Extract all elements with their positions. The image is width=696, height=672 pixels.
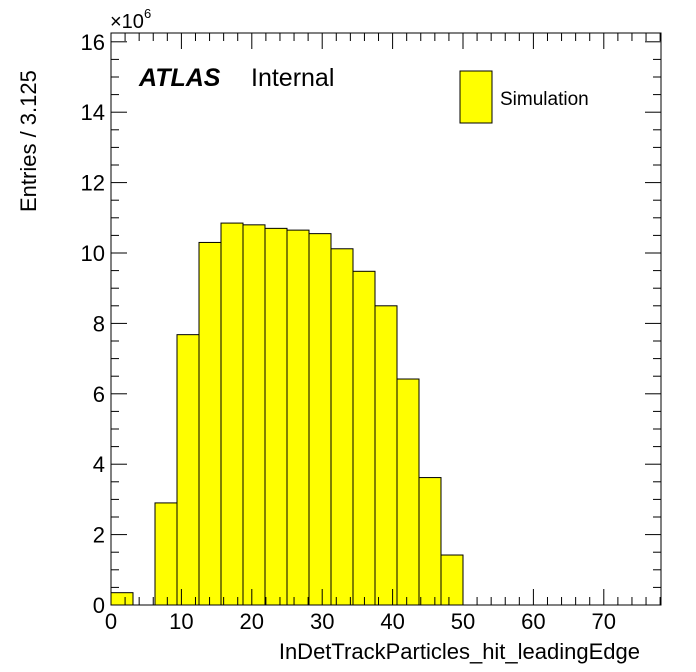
- y-tick-label: 14: [81, 100, 105, 125]
- histogram-bar: [374, 305, 398, 606]
- histogram-bar: [110, 592, 134, 606]
- histogram-bar: [154, 502, 178, 606]
- histogram-bar: [264, 227, 288, 606]
- y-tick-label: 10: [81, 241, 105, 266]
- y-tick-label: 2: [93, 523, 105, 548]
- x-tick-labels: 0 10 20 30 40 50 60 70: [105, 609, 616, 634]
- histogram-bar: [198, 241, 222, 606]
- y-tick-label: 12: [81, 171, 105, 196]
- histogram-bar: [352, 270, 376, 606]
- histogram-bars: [110, 222, 464, 606]
- histogram-bar: [220, 222, 244, 606]
- histogram-bar: [396, 378, 420, 606]
- y-tick-label: 8: [93, 311, 105, 336]
- x-tick-label: 30: [310, 609, 334, 634]
- internal-label: Internal: [251, 64, 334, 92]
- legend-swatch: [459, 70, 493, 124]
- atlas-label: ATLAS: [138, 64, 221, 92]
- histogram-bar: [242, 224, 266, 606]
- x-axis-ticks: [110, 33, 661, 605]
- histogram-bar: [308, 233, 332, 606]
- x-tick-label: 60: [521, 609, 545, 634]
- x-tick-label: 50: [451, 609, 475, 634]
- histogram-bar: [286, 229, 310, 606]
- legend-label: Simulation: [500, 89, 589, 110]
- x-tick-label: 0: [105, 609, 117, 634]
- x-tick-label: 20: [240, 609, 264, 634]
- y-axis-label: Entries / 3.125: [16, 70, 41, 212]
- y-tick-label: 0: [93, 593, 105, 618]
- histogram-bar: [418, 477, 442, 606]
- x-tick-label: 70: [592, 609, 616, 634]
- histogram-bar: [330, 248, 354, 606]
- y-tick-labels: 0 2 4 6 8 10 12 14 16: [81, 30, 105, 618]
- histogram-bar: [176, 334, 200, 606]
- y-tick-label: 6: [93, 382, 105, 407]
- x-tick-label: 10: [169, 609, 193, 634]
- y-axis-ticks: [111, 41, 661, 606]
- y-tick-label: 4: [93, 452, 105, 477]
- x-tick-label: 40: [380, 609, 404, 634]
- y-tick-label: 16: [81, 30, 105, 55]
- x-axis-label: InDetTrackParticles_hit_leadingEdge: [279, 639, 640, 664]
- plot-frame: [110, 32, 662, 606]
- histogram-bar: [440, 554, 464, 606]
- y-multiplier: ×106: [110, 6, 151, 33]
